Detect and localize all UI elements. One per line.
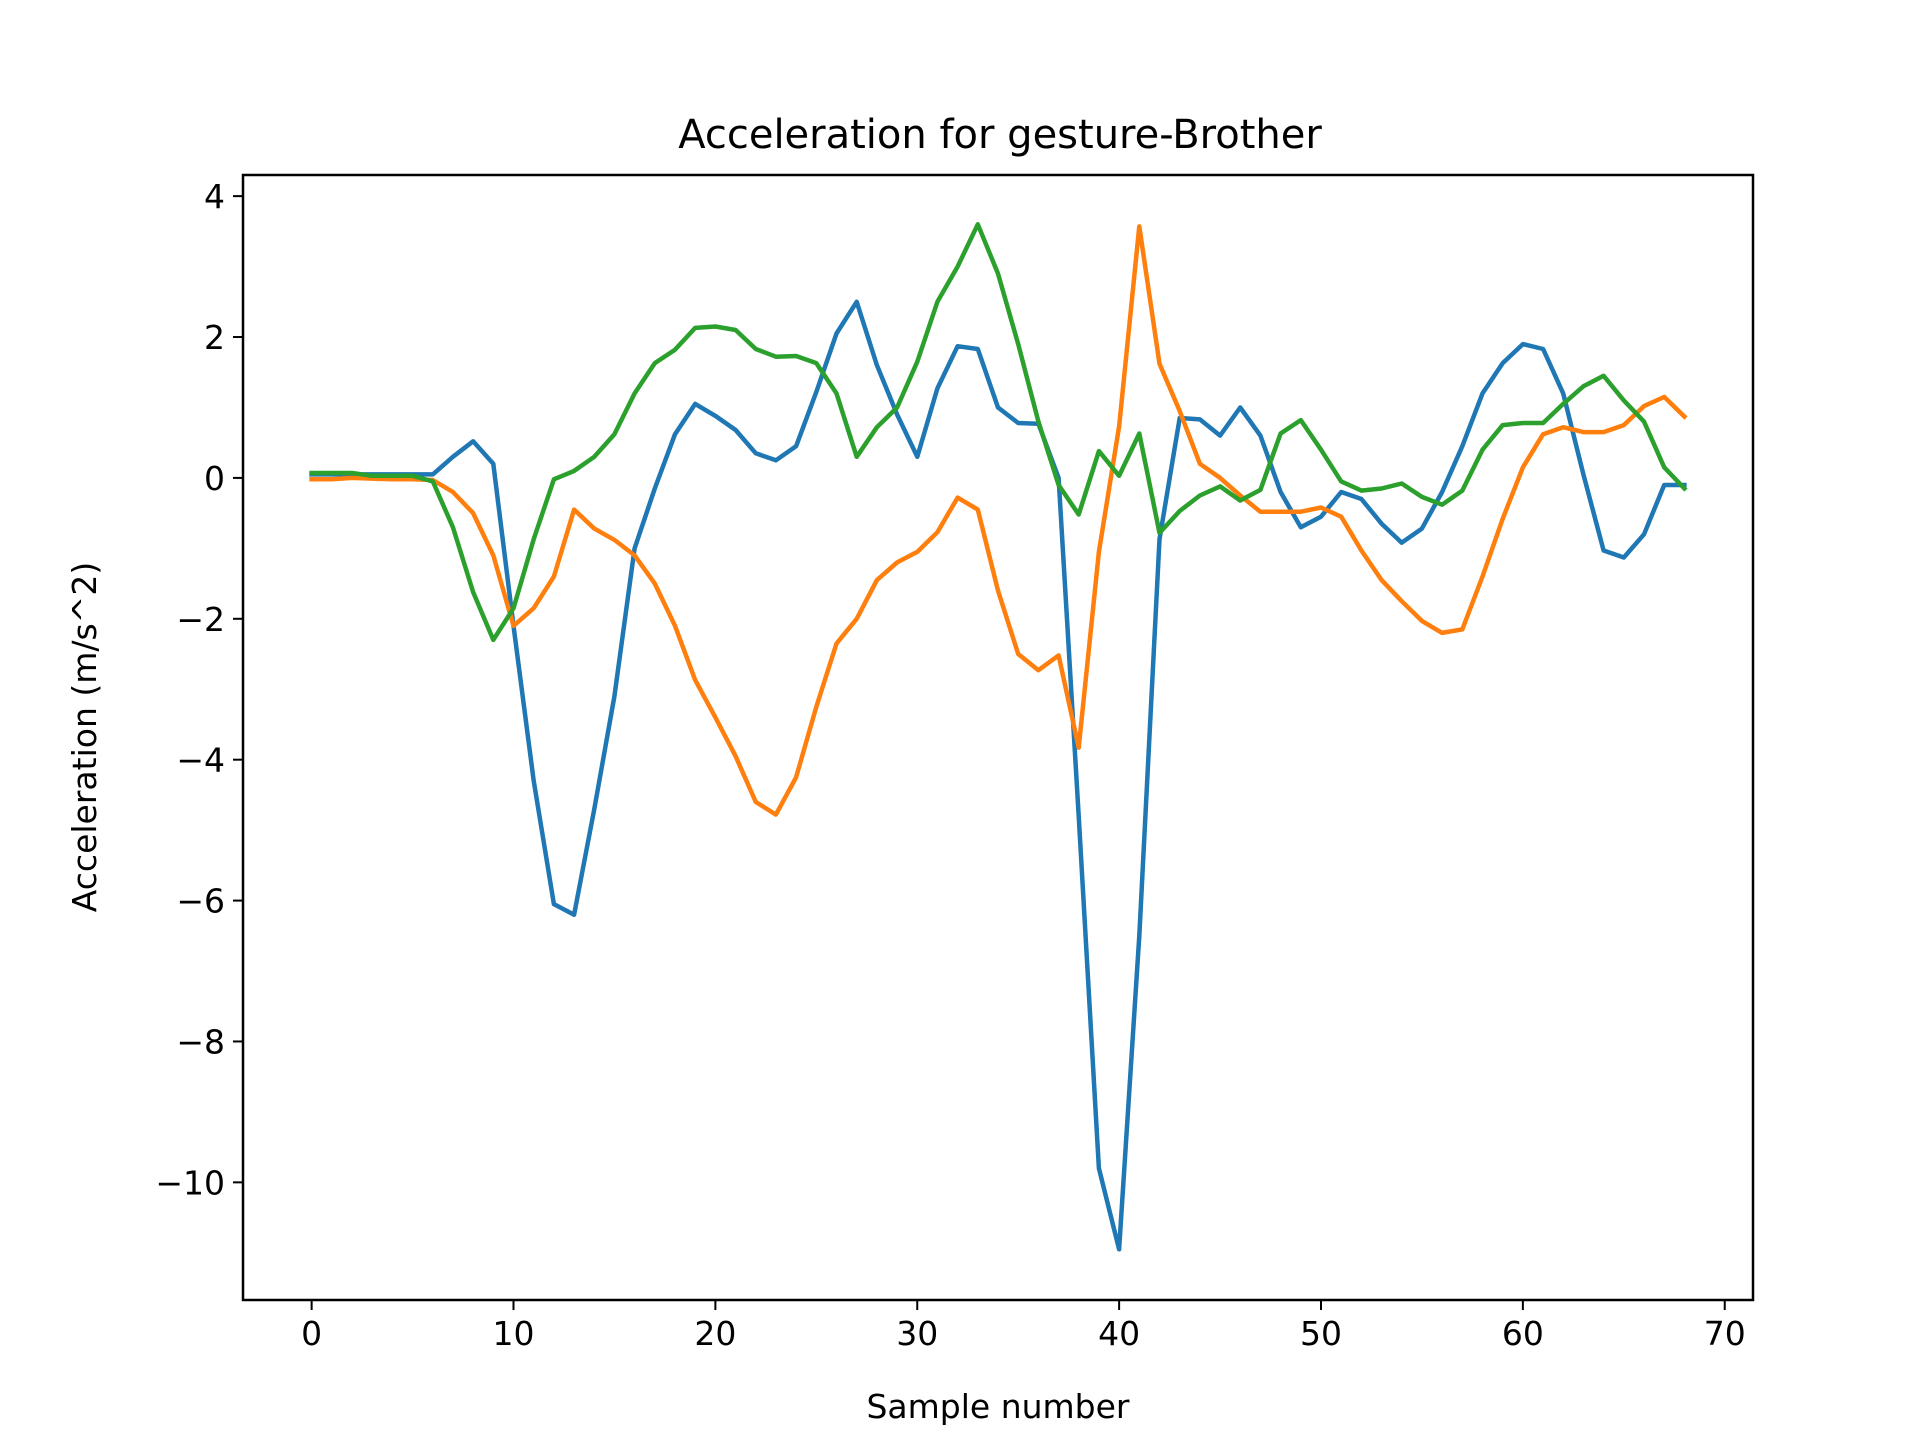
- y-tick-label: 4: [204, 177, 225, 216]
- x-tick-label: 60: [1502, 1314, 1544, 1353]
- y-tick-label: −4: [176, 741, 225, 780]
- y-tick-label: −10: [155, 1163, 225, 1202]
- y-tick-label: −2: [176, 600, 225, 639]
- x-tick-label: 40: [1098, 1314, 1140, 1353]
- y-tick-label: −6: [176, 882, 225, 921]
- y-tick-label: 2: [204, 318, 225, 357]
- x-axis-label: Sample number: [866, 1387, 1129, 1426]
- y-axis-label: Acceleration (m/s^2): [65, 562, 104, 912]
- chart-title: Acceleration for gesture-Brother: [678, 112, 1322, 158]
- x-tick-label: 10: [493, 1314, 535, 1353]
- x-tick-label: 70: [1704, 1314, 1746, 1353]
- y-tick-label: 0: [204, 459, 225, 498]
- y-axis: −10 −8 −6 −4 −2 0 2 4: [155, 177, 243, 1202]
- x-axis: 0 10 20 30 40 50 60 70: [301, 1300, 1746, 1353]
- series-line-1: [309, 299, 1687, 1252]
- series-line-2: [309, 224, 1688, 817]
- x-tick-label: 0: [301, 1314, 322, 1353]
- x-tick-label: 50: [1300, 1314, 1342, 1353]
- x-tick-label: 30: [896, 1314, 938, 1353]
- series-line-3: [309, 222, 1688, 643]
- y-tick-label: −8: [176, 1022, 225, 1061]
- plot-frame: [241, 173, 1755, 1302]
- plot-layer: [309, 222, 1688, 1252]
- x-tick-label: 20: [694, 1314, 736, 1353]
